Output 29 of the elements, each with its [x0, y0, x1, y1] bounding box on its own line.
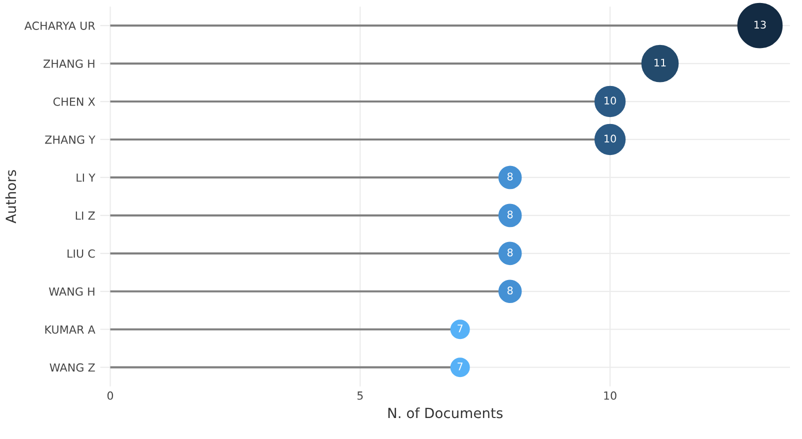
x-tick-label: 5 [357, 392, 363, 400]
point [498, 242, 522, 266]
point [498, 280, 522, 304]
point [498, 204, 522, 228]
data-label: 8 [507, 248, 513, 256]
y-tick-label: LIU C [68, 249, 95, 258]
y-tick-label: WANG Z [50, 363, 95, 372]
y-tick-label: ZHANG H [44, 60, 94, 68]
point [498, 166, 522, 190]
data-label: 13 [754, 20, 766, 29]
data-label: 8 [507, 210, 513, 218]
x-axis-title: N. of Documents [388, 407, 503, 418]
data-label: 8 [507, 286, 513, 294]
y-tick-label: LI Z [76, 212, 95, 220]
data-label: 10 [604, 134, 616, 143]
data-label: 11 [654, 58, 666, 66]
data-label: 7 [458, 362, 463, 370]
y-tick-label: WANG H [48, 287, 94, 296]
data-label: 10 [604, 96, 616, 105]
data-label: 8 [507, 172, 513, 180]
y-tick-label: ACHARYA UR [24, 22, 96, 30]
y-tick-label: LI Y [76, 174, 96, 182]
x-tick-label: 10 [604, 391, 616, 400]
y-tick-label: ZHANG Y [45, 135, 96, 144]
x-tick-label: 0 [107, 391, 114, 400]
y-axis-title: Authors [5, 170, 16, 224]
y-tick-label: KUMAR A [45, 325, 96, 334]
data-label: 7 [458, 324, 463, 332]
y-tick-label: CHEN X [53, 97, 96, 106]
